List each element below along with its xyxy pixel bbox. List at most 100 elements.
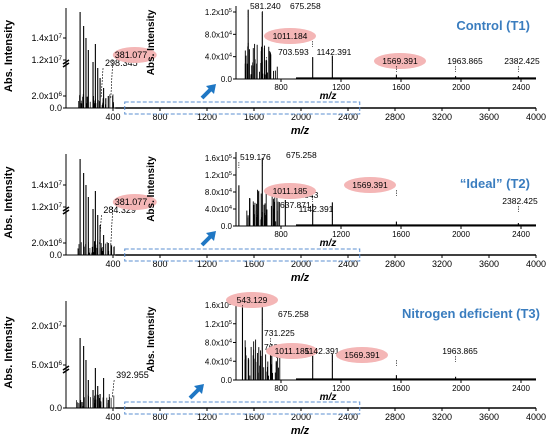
highlight-ellipse xyxy=(226,292,278,308)
inset-x-tick-label: 2000 xyxy=(452,384,470,393)
x-tick-label: 2800 xyxy=(385,259,405,269)
y-tick-label: 1.2x107 xyxy=(31,202,62,212)
zoom-region-box xyxy=(124,401,361,415)
zoom-region-box xyxy=(124,248,361,262)
inset-x-tick-label: 1200 xyxy=(332,230,350,239)
x-tick-label: 3600 xyxy=(479,112,499,122)
y-tick-label: 5.0x106 xyxy=(31,360,62,370)
inset-peak-label: 1011.185 xyxy=(273,186,308,196)
inset-peak-label: 1569.391 xyxy=(352,180,388,190)
inset-peak-label: 675.258 xyxy=(278,309,309,319)
peak-leader xyxy=(100,67,104,99)
y-tick-label: 0.0 xyxy=(49,250,62,260)
highlight-ellipse xyxy=(266,343,318,359)
peak-leader xyxy=(99,214,102,246)
spectrum-panel-2: “Ideal” (T2) 0.0 2.0x106 1.2x107 1.4x107 Abs.… xyxy=(3,150,546,284)
inset-x-tick-label: 1600 xyxy=(392,230,410,239)
peak-leader xyxy=(110,206,114,246)
x-tick-label: 800 xyxy=(152,412,167,422)
y-tick-label: 1.4x107 xyxy=(31,180,62,190)
inset-x-axis-label: m/z xyxy=(320,392,337,403)
inset-x-tick-label: 1200 xyxy=(332,384,350,393)
y-tick-label: 2.0x106 xyxy=(31,91,62,101)
x-tick-label: 400 xyxy=(105,112,120,122)
x-tick-label: 800 xyxy=(152,259,167,269)
inset-x-tick-label: 2400 xyxy=(512,230,530,239)
axis-break xyxy=(62,209,70,215)
inset-y-tick-label: 8.0x104 xyxy=(205,30,232,39)
inset-y-tick-label: 1.2x105 xyxy=(205,8,232,17)
highlight-ellipse xyxy=(374,53,426,69)
x-tick-label: 2000 xyxy=(291,112,311,122)
inset-x-tick-label: 2000 xyxy=(452,230,470,239)
y-axis-label: Abs. Intensity xyxy=(3,19,15,92)
inset-peak-label: 581.240 xyxy=(250,1,281,11)
inset-x-tick-label: 800 xyxy=(274,83,288,92)
inset-chart: 0.0 4.0x104 8.0x104 1.2x105 Abs. Intensity 80… xyxy=(146,1,540,102)
highlight-ellipse xyxy=(264,28,316,44)
x-tick-label: 2400 xyxy=(338,112,358,122)
inset-peak-label: 543.129 xyxy=(237,295,268,305)
peak-label: 381.077 xyxy=(115,50,148,60)
inset-x-axis-label: m/z xyxy=(320,238,337,249)
x-tick-label: 3600 xyxy=(479,412,499,422)
y-axis-label: Abs. Intensity xyxy=(3,316,15,389)
peak-leader xyxy=(111,379,115,399)
inset-peak-label: 703.593 xyxy=(278,47,309,57)
zoom-region-box xyxy=(124,101,361,115)
x-tick-label: 4000 xyxy=(526,259,546,269)
axis-break xyxy=(62,368,70,374)
highlight-ellipse xyxy=(344,177,396,193)
x-tick-label: 2800 xyxy=(385,412,405,422)
x-tick-label: 800 xyxy=(152,112,167,122)
inset-x-tick-label: 1600 xyxy=(392,384,410,393)
x-tick-label: 4000 xyxy=(526,412,546,422)
x-tick-label: 1200 xyxy=(197,259,217,269)
highlight-ellipse xyxy=(112,194,157,210)
inset-x-tick-label: 1200 xyxy=(332,83,350,92)
x-axis-label: m/z xyxy=(291,425,310,437)
peak-leader xyxy=(110,59,114,99)
inset-x-tick-label: 2400 xyxy=(512,384,530,393)
inset-y-axis-label: Abs. Intensity xyxy=(146,306,157,372)
inset-peak-label: 675.258 xyxy=(286,150,317,160)
inset-peak-label: 1963.865 xyxy=(447,56,483,66)
inset-y-axis-label: Abs. Intensity xyxy=(146,156,157,222)
zoom-arrowhead xyxy=(194,384,204,394)
x-tick-label: 400 xyxy=(105,259,120,269)
inset-peak-label: 675.258 xyxy=(290,1,321,11)
inset-peak-label: 1963.865 xyxy=(442,346,478,356)
zoom-arrowhead xyxy=(206,231,216,241)
inset-peak-label: 519.176 xyxy=(240,152,271,162)
peak-label: 298.345 xyxy=(105,58,138,68)
inset-x-tick-label: 1600 xyxy=(392,83,410,92)
y-tick-label: 0.0 xyxy=(49,103,62,113)
peak-label: 284.329 xyxy=(103,205,136,215)
x-tick-label: 1600 xyxy=(244,412,264,422)
inset-y-tick-label: 1.2x105 xyxy=(205,171,232,180)
inset-y-tick-label: 0.0 xyxy=(221,376,233,385)
highlight-ellipse xyxy=(112,47,157,63)
x-axis-label: m/z xyxy=(291,125,310,137)
inset-y-tick-label: 0.0 xyxy=(221,75,233,84)
highlight-ellipse xyxy=(264,183,316,199)
x-tick-label: 3200 xyxy=(432,112,452,122)
inset-y-tick-label: 4.0x104 xyxy=(205,357,232,366)
inset-y-axis-label: Abs. Intensity xyxy=(146,9,157,75)
x-tick-label: 1200 xyxy=(197,112,217,122)
axis-break xyxy=(62,206,70,212)
y-tick-label: 1.4x107 xyxy=(31,33,62,43)
x-tick-label: 2000 xyxy=(291,412,311,422)
axis-break xyxy=(62,59,70,65)
y-axis-label: Abs. Intensity xyxy=(3,166,15,239)
inset-y-tick-label: 8.0x104 xyxy=(205,188,232,197)
panel-title: “Ideal” (T2) xyxy=(460,176,530,191)
inset-peak-label: 1142.391 xyxy=(299,204,334,214)
peak-label: 381.077 xyxy=(115,197,148,207)
spectrum-panel-1: Control (T1) 0.0 2.0x106 1.2x107 1.4x107 Abs.… xyxy=(3,1,546,137)
inset-peak-label: 731.225 xyxy=(264,328,295,338)
axis-break xyxy=(62,62,70,68)
x-tick-label: 2800 xyxy=(385,112,405,122)
